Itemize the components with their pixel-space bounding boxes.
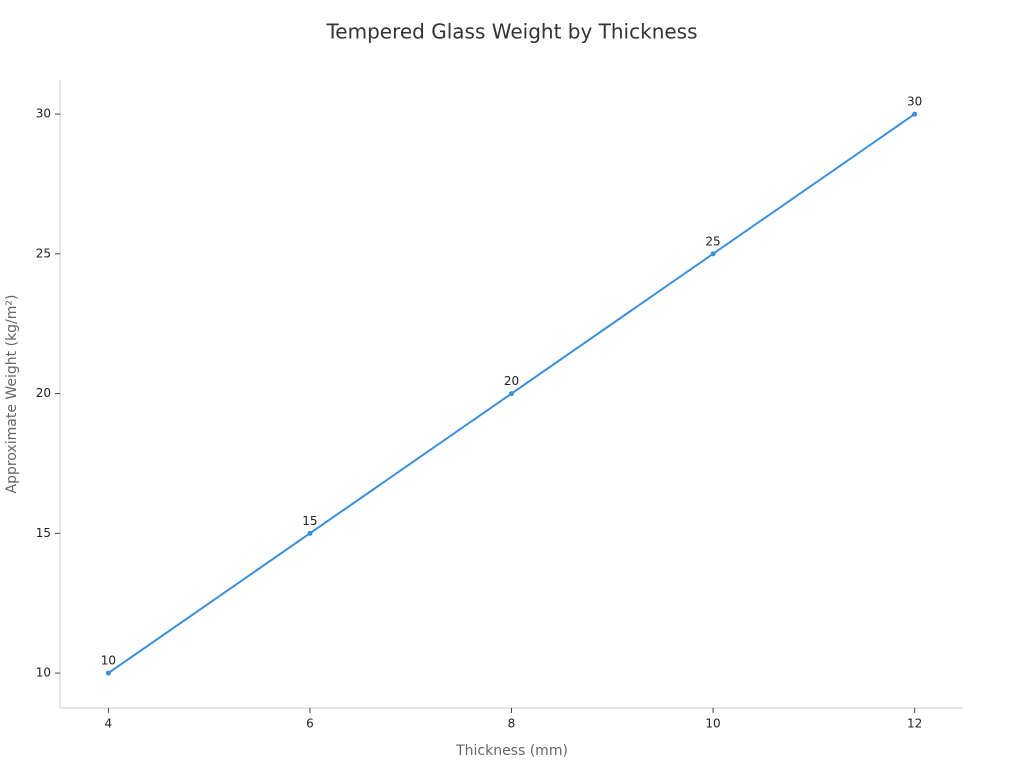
chart-title: Tempered Glass Weight by Thickness [325,20,697,44]
x-tick-label: 4 [105,717,113,731]
y-tick-label: 30 [36,107,51,121]
y-axis-title: Approximate Weight (kg/m²) [4,295,20,494]
data-point [105,670,111,676]
data-label: 15 [302,514,317,528]
x-tick-label: 10 [705,717,720,731]
x-tick-label: 12 [907,717,922,731]
data-point [307,530,313,536]
data-label: 30 [907,95,922,109]
x-tick-label: 8 [508,717,516,731]
data-label: 20 [504,374,519,388]
data-label: 25 [705,234,720,248]
y-tick-label: 10 [36,666,51,680]
data-point [710,251,716,257]
data-label: 10 [101,654,116,668]
data-point [509,391,514,397]
y-tick-label: 20 [36,386,51,400]
y-tick-label: 25 [36,246,51,260]
y-tick-label: 15 [36,526,51,540]
x-axis-title: Thickness (mm) [455,743,568,759]
data-point [912,111,918,117]
x-tick-label: 6 [306,717,314,731]
